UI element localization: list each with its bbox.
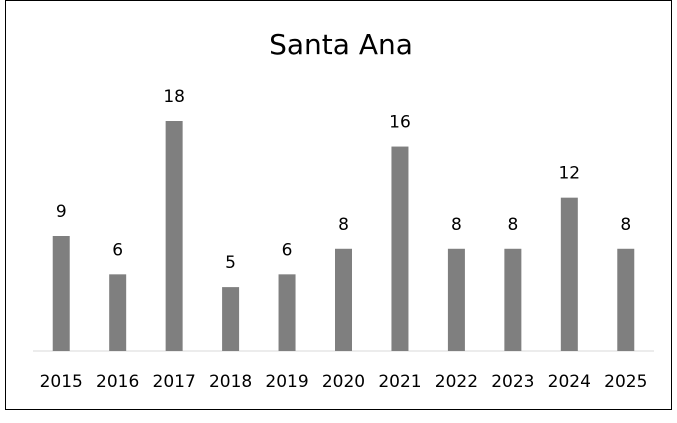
x-tick-label: 2015 — [40, 372, 83, 392]
data-label: 6 — [282, 240, 293, 260]
bar — [447, 248, 465, 351]
x-tick-label: 2025 — [604, 372, 647, 392]
data-label: 16 — [389, 113, 411, 133]
data-label: 5 — [225, 253, 236, 273]
bar — [617, 248, 635, 351]
data-label: 9 — [56, 202, 67, 222]
x-tick-label: 2019 — [265, 372, 308, 392]
x-tick-label: 2017 — [153, 372, 196, 392]
x-tick-label: 2018 — [209, 372, 252, 392]
data-label: 8 — [338, 215, 349, 235]
data-label: 8 — [451, 215, 462, 235]
x-tick-label: 2023 — [491, 372, 534, 392]
bar — [165, 121, 183, 351]
data-label: 8 — [507, 215, 518, 235]
bar — [109, 274, 127, 351]
x-tick-label: 2021 — [378, 372, 421, 392]
data-label: 8 — [620, 215, 631, 235]
x-tick-label: 2020 — [322, 372, 365, 392]
data-label: 18 — [163, 87, 185, 107]
bar — [391, 146, 409, 351]
data-label: 6 — [112, 240, 123, 260]
bar — [222, 287, 240, 351]
x-tick-label: 2022 — [435, 372, 478, 392]
bar — [504, 248, 522, 351]
x-tick-label: 2016 — [96, 372, 139, 392]
bar — [52, 236, 70, 351]
bar — [560, 197, 578, 351]
chart-title: Santa Ana — [269, 28, 413, 61]
data-label: 12 — [558, 164, 580, 184]
x-tick-label: 2024 — [548, 372, 591, 392]
bar — [278, 274, 296, 351]
bar — [335, 248, 352, 351]
